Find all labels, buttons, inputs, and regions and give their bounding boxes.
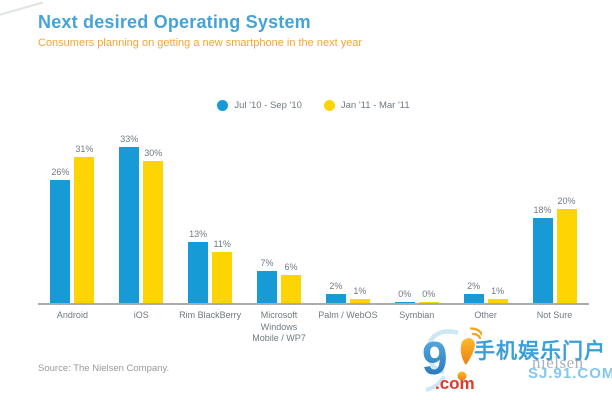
bar-value-label: 6% — [284, 262, 298, 272]
bar-segment — [74, 157, 95, 304]
bar-segment — [212, 252, 233, 304]
category-label: Rim BlackBerry — [179, 310, 242, 320]
bar-value-label: 2% — [329, 281, 343, 291]
bar-group: 33% 30% — [107, 134, 176, 304]
bar-segment — [325, 294, 346, 304]
legend: Jul '10 - Sep '10 Jan '11 - Mar '11 — [38, 100, 589, 111]
bar-column: 0% — [418, 289, 439, 304]
bar-column: 26% — [50, 167, 71, 304]
bar-group: 7% 6% — [245, 258, 314, 304]
bar-value-label: 13% — [189, 229, 208, 239]
chart-subtitle: Consumers planning on getting a new smar… — [38, 37, 363, 49]
bar-group: 26% 31% — [38, 144, 107, 304]
bar-value-label: 0% — [422, 289, 436, 299]
bar-segment — [463, 294, 484, 304]
bar-segment — [50, 180, 71, 304]
bar-value-label: 31% — [75, 144, 94, 154]
category-label: Other — [474, 310, 497, 320]
bar-group: 2% 1% — [314, 281, 383, 304]
bar-segment — [188, 242, 209, 304]
bar-column: 33% — [119, 134, 140, 304]
watermark-91com: 9 .com 手机娱乐门户 nielsen SJ.91.COM — [420, 322, 612, 398]
bar-segment — [119, 147, 140, 304]
x-axis-line — [38, 303, 589, 305]
bar-value-label: 26% — [51, 167, 70, 177]
bar-value-label: 1% — [353, 286, 367, 296]
bar-column: 11% — [212, 239, 233, 304]
page-fold-artifact — [0, 1, 44, 17]
bar-column: 2% — [325, 281, 346, 304]
bar-value-label: 20% — [557, 196, 576, 206]
legend-dot-blue-icon — [217, 100, 229, 111]
category-label: Android — [56, 310, 88, 320]
bar-segment — [257, 271, 278, 304]
bar-column: 1% — [349, 286, 370, 304]
bar-column: 2% — [463, 281, 484, 304]
bar-segment — [349, 299, 370, 304]
bar-value-label: 18% — [533, 205, 552, 215]
chart-title: Next desired Operating System — [38, 12, 311, 32]
category-axis-labels: Android iOS Rim BlackBerry Microsoft Window… — [38, 310, 589, 345]
bar-segment — [532, 218, 553, 304]
bar-value-label: 7% — [260, 258, 274, 268]
legend-item-series-2: Jan '11 - Mar '11 — [323, 100, 410, 111]
category-label: iOS — [133, 310, 149, 320]
legend-label-series-1: Jul '10 - Sep '10 — [234, 100, 302, 111]
bar-column: 30% — [143, 148, 164, 304]
bar-column: 31% — [74, 144, 95, 304]
bar-value-label: 1% — [491, 286, 505, 296]
bar-value-label: 0% — [398, 289, 412, 299]
bar-column: 1% — [487, 286, 508, 304]
source-note: Source: The Nielsen Company. — [38, 363, 170, 374]
bar-column: 6% — [281, 262, 302, 304]
bar-value-label: 11% — [213, 239, 231, 249]
bar-value-label: 2% — [467, 281, 481, 291]
bar-segment — [556, 209, 577, 304]
91com-logo-icon: 9 .com — [422, 327, 482, 393]
logo-numeral-9: 9 — [422, 332, 448, 384]
category-label: Symbian — [399, 310, 435, 320]
nielsen-watermark-text: nielsen — [532, 353, 584, 372]
bar-value-label: 30% — [144, 148, 163, 158]
category-label: Palm / WebOS — [318, 310, 378, 320]
bar-column: 13% — [188, 229, 209, 304]
bar-group: 2% 1% — [451, 281, 520, 304]
logo-dotcom-text: .com — [435, 374, 475, 393]
bar-column: 7% — [257, 258, 278, 304]
category-label: Not Sure — [536, 310, 573, 320]
bar-segment — [487, 299, 508, 304]
category-label: Microsoft Windows Mobile / WP7 — [252, 310, 306, 344]
plot-area: 26% 31% 33% 30% 13% 11% 7% 6% 2% 1% 0% 0% 2% 1% 18% 20% — [38, 130, 589, 304]
bar-column: 18% — [532, 205, 553, 304]
legend-item-series-1: Jul '10 - Sep '10 — [217, 100, 302, 111]
bar-group: 13% 11% — [176, 229, 245, 304]
bar-group: 18% 20% — [520, 196, 589, 304]
bar-value-label: 33% — [120, 134, 139, 144]
bar-column: 20% — [556, 196, 577, 304]
legend-dot-yellow-icon — [323, 100, 335, 111]
bar-segment — [281, 275, 302, 304]
legend-label-series-2: Jan '11 - Mar '11 — [340, 100, 410, 111]
bar-column: 0% — [394, 289, 415, 304]
watermark-site-name: 手机娱乐门户 — [474, 340, 606, 363]
bar-segment — [143, 161, 164, 304]
watermark-site-url: SJ.91.COM — [528, 365, 612, 382]
bar-group: 0% 0% — [382, 289, 451, 304]
